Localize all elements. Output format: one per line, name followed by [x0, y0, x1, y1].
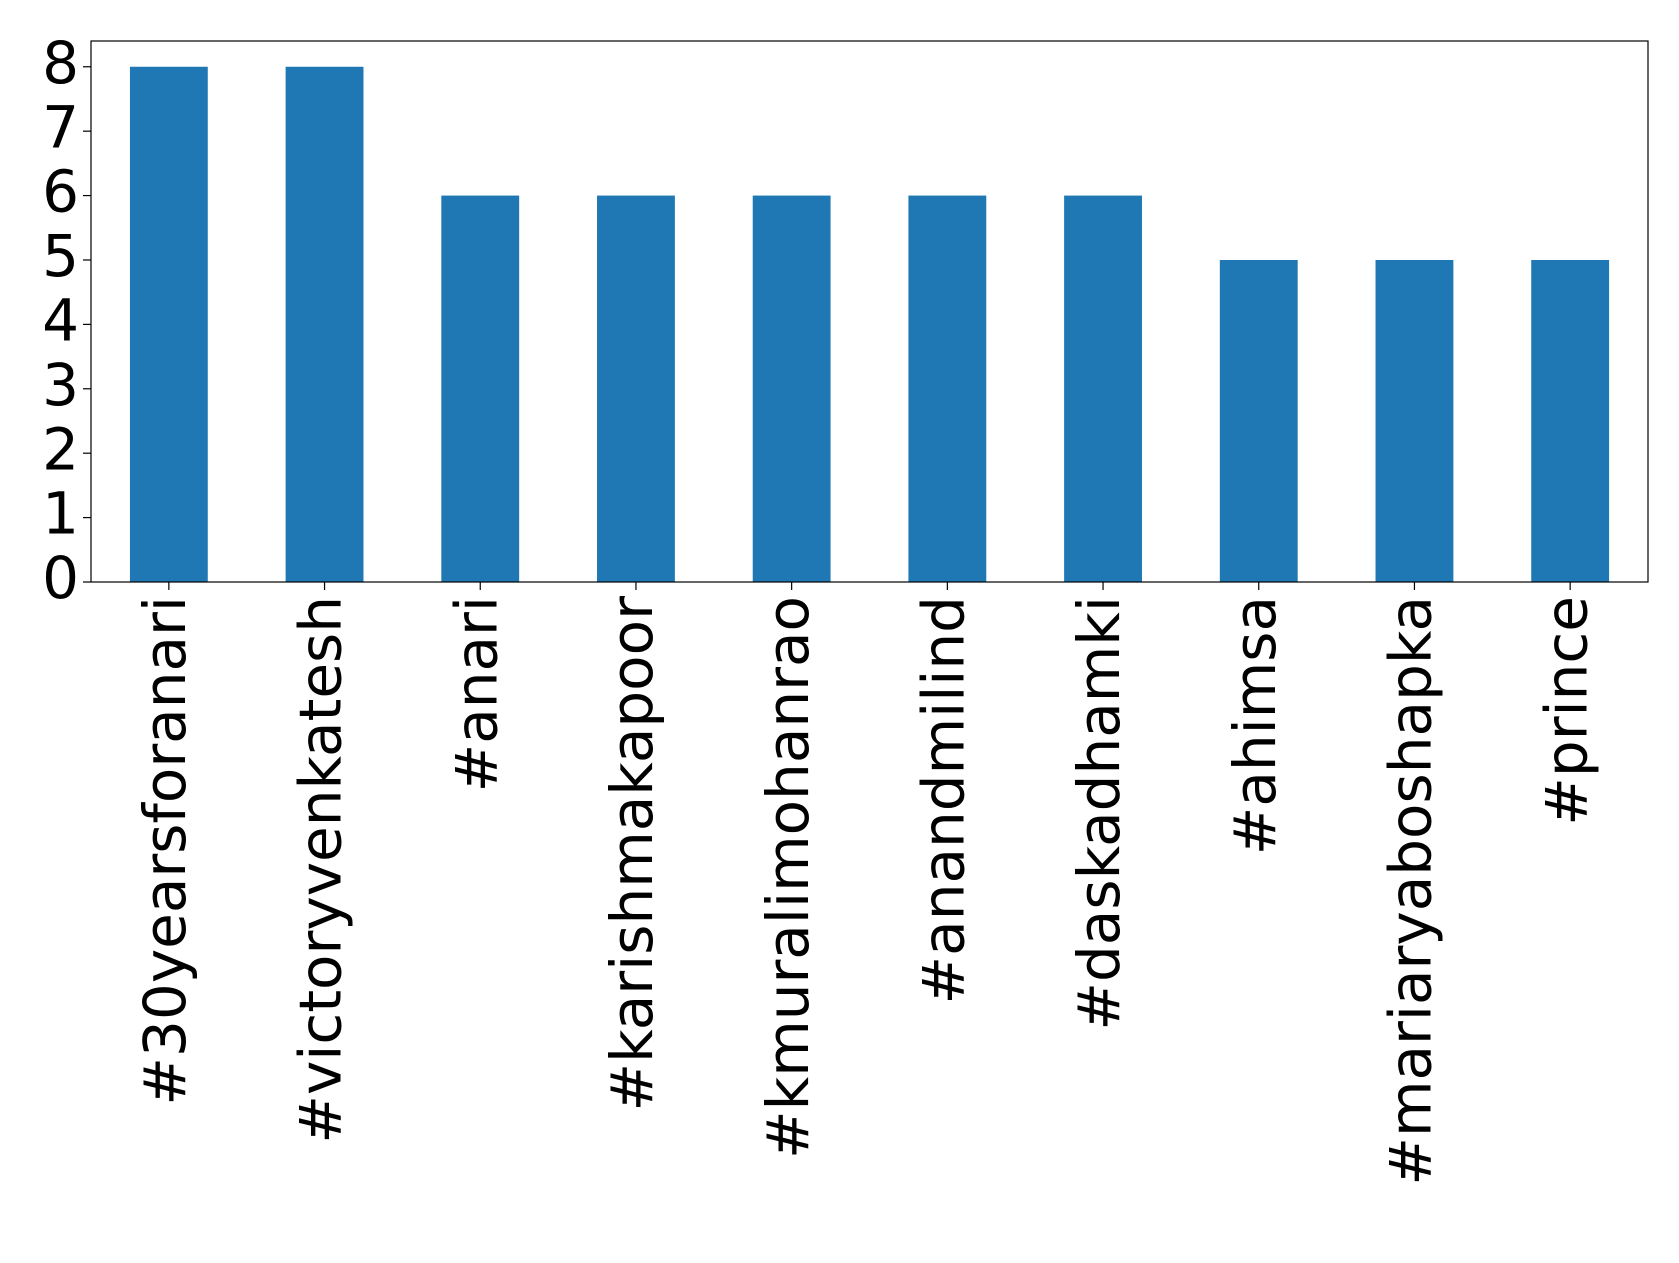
plot-frame: [90, 40, 1649, 583]
bar: [597, 195, 675, 583]
y-tick-label: 8: [42, 29, 79, 97]
x-tick-label: #daskadhamki: [1065, 596, 1133, 1031]
x-tick-label: #anari: [442, 596, 510, 792]
y-tick-label: 4: [42, 286, 79, 354]
bar: [752, 195, 831, 583]
y-tick-label: 2: [42, 415, 79, 483]
x-tick-label: #30yearsforanari: [131, 596, 199, 1106]
y-tick-label: 3: [42, 351, 79, 419]
bar: [441, 195, 520, 583]
y-tick-label: 1: [42, 480, 79, 548]
x-tick-label: #anandmilind: [909, 596, 977, 1004]
x-tick-label: #victoryvenkatesh: [287, 596, 355, 1144]
bar: [1531, 259, 1610, 582]
bar: [1064, 195, 1142, 583]
y-tick-label: 0: [42, 544, 79, 612]
bar: [285, 66, 364, 582]
x-tick-label: #karishmakapoor: [598, 596, 666, 1112]
x-tick-label: #ahimsa: [1221, 596, 1289, 855]
x-tick-label: #prince: [1532, 596, 1600, 826]
x-tick-label: #mariaryaboshapka: [1377, 596, 1445, 1186]
x-tick-label: #kmuralimohanrao: [754, 596, 822, 1159]
y-tick-label: 7: [42, 93, 79, 161]
y-tick-label: 6: [42, 158, 79, 226]
bar: [1219, 259, 1298, 582]
bar: [1375, 259, 1454, 582]
bar: [129, 66, 208, 582]
y-tick-label: 5: [42, 222, 79, 290]
bar: [908, 195, 987, 583]
